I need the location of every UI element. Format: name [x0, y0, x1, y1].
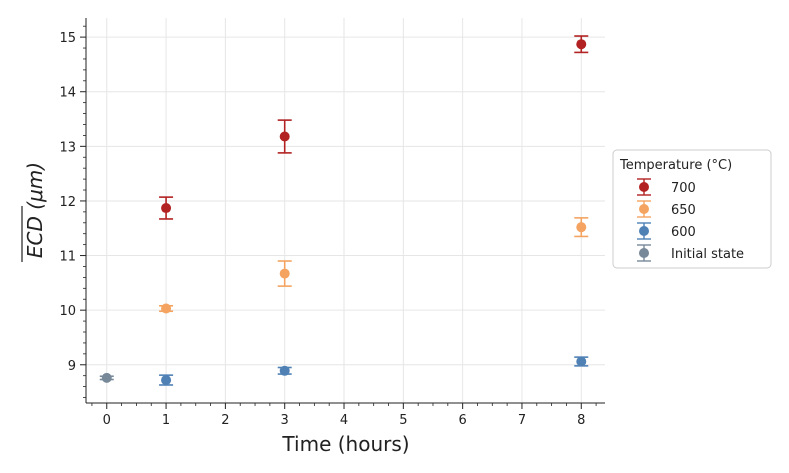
y-tick-label: 9: [68, 359, 76, 374]
x-tick-label: 1: [162, 413, 170, 428]
x-tick-label: 0: [103, 413, 111, 428]
data-point: [576, 356, 587, 367]
legend-frame: [612, 149, 772, 269]
legend-item: Initial state: [637, 244, 744, 262]
x-tick-label: 4: [340, 413, 348, 428]
y-axis-title: ECD (μm): [21, 162, 47, 262]
y-tick-label: 11: [59, 250, 76, 265]
legend-items: 700 650 600 Initial state: [637, 178, 744, 262]
legend-title: Temperature (°C): [619, 158, 732, 173]
x-tick-label: 3: [281, 413, 289, 428]
y-tick-label: 15: [59, 31, 76, 46]
series-650: [159, 217, 589, 314]
legend-label: 600: [671, 225, 696, 240]
data-point: [161, 203, 172, 214]
data-point: [279, 268, 290, 279]
data-point: [279, 365, 290, 376]
data-point: [101, 372, 112, 383]
x-tick-label: 8: [577, 413, 585, 428]
y-tick-label: 13: [59, 140, 76, 155]
series-700: [159, 35, 589, 220]
x-tick-label: 7: [518, 413, 526, 428]
legend-item: 650: [637, 200, 696, 218]
legend-item: 600: [637, 222, 696, 240]
axes: [85, 18, 605, 404]
x-tick-label: 2: [221, 413, 229, 428]
y-tick-label: 14: [59, 86, 76, 101]
data-point: [161, 375, 172, 386]
y-tick-label: 10: [59, 304, 76, 319]
legend-item: 700: [637, 178, 696, 196]
legend-marker-dot: [639, 204, 649, 214]
data-marks: [99, 35, 589, 386]
legend-marker-dot: [639, 182, 649, 192]
data-point: [576, 39, 587, 50]
legend-label: Initial state: [671, 247, 744, 262]
legend: Temperature (°C) 700 650 600 Initial state: [612, 149, 772, 269]
y-tick-label: 12: [59, 195, 76, 210]
data-point: [576, 222, 587, 233]
series-600: [159, 356, 589, 386]
legend-label: 700: [671, 181, 696, 196]
x-tick-label: 5: [399, 413, 407, 428]
legend-marker-dot: [639, 248, 649, 258]
legend-label: 650: [671, 203, 696, 218]
data-point: [279, 131, 290, 142]
grid: [86, 18, 605, 403]
y-axis-title-text: ECD (μm): [23, 162, 47, 258]
x-tick-label: 6: [459, 413, 467, 428]
legend-marker-dot: [639, 226, 649, 236]
x-axis-title: Time (hours): [281, 432, 409, 456]
series-initial-state: [99, 372, 114, 383]
data-point: [161, 303, 172, 314]
